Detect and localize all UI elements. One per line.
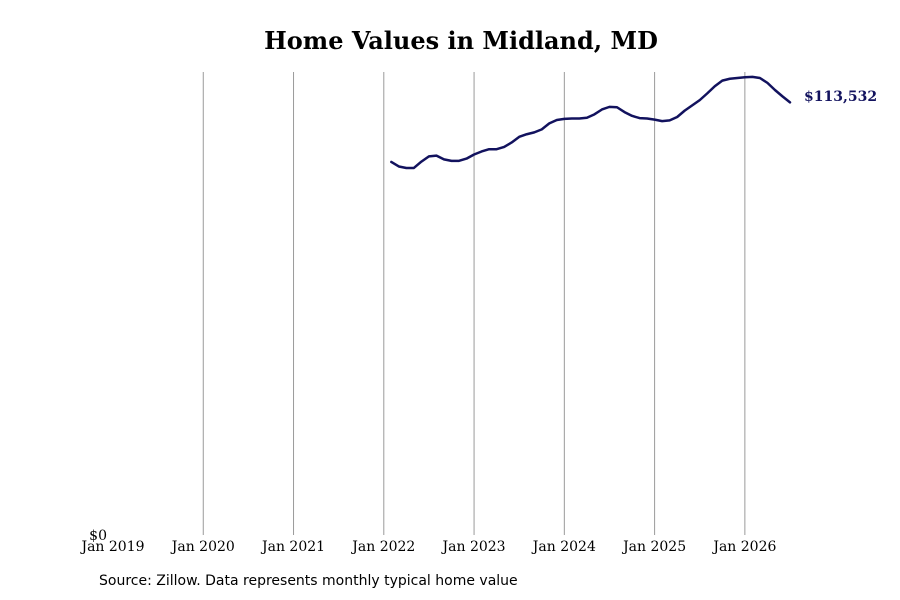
y-axis-tick-labels: $0 [89,528,107,544]
end-value-label: $113,532 [804,89,877,105]
x-tick-label: Jan 2021 [260,539,325,555]
vertical-gridlines [202,72,746,535]
series-line-0 [390,75,792,170]
x-tick-label: Jan 2020 [170,539,235,555]
source-note: Source: Zillow. Data represents monthly … [99,573,518,589]
x-tick-label: Jan 2019 [79,539,144,555]
x-tick-label: Jan 2025 [621,539,686,555]
y-tick-label: $0 [89,528,107,544]
x-tick-label: Jan 2024 [531,539,596,555]
x-axis-tick-labels: Jan 2019 Jan 2020 Jan 2021 Jan 2022 Jan 2023… [79,539,776,555]
chart-title: Home Values in Midland, MD [264,26,658,55]
x-tick-label: Jan 2026 [711,539,776,555]
end-value-labels: $113,532 [804,89,877,105]
x-tick-label: Jan 2022 [350,539,415,555]
series-lines [390,75,792,170]
x-tick-label: Jan 2023 [441,539,506,555]
